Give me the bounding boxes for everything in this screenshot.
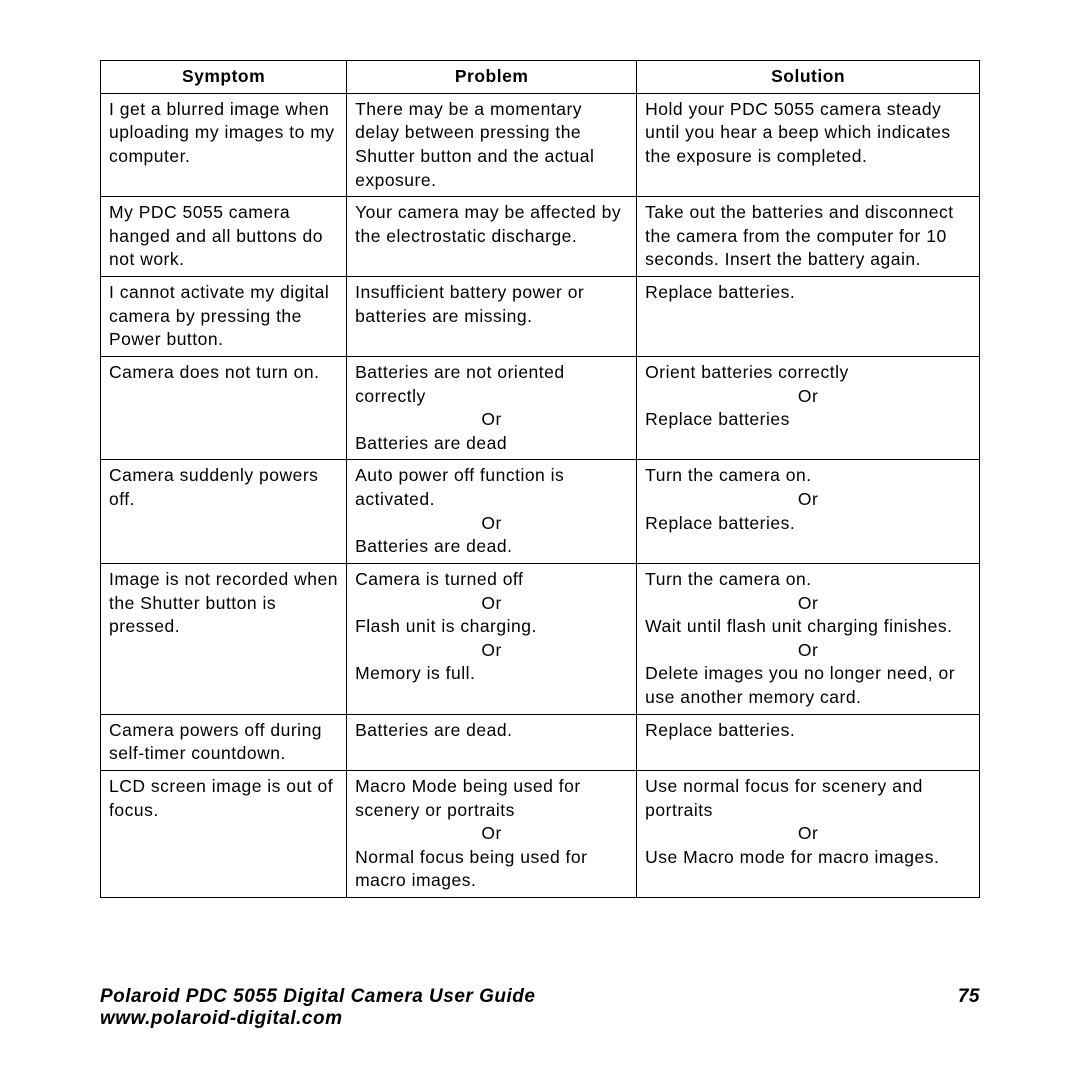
table-cell: Camera does not turn on. (101, 356, 347, 460)
table-row: My PDC 5055 camera hanged and all button… (101, 197, 980, 277)
table-body: I get a blurred image when uploading my … (101, 93, 980, 897)
or-label: Or (355, 822, 628, 846)
cell-text: Batteries are dead. (355, 536, 512, 556)
cell-text: Delete images you no longer need, or use… (645, 663, 955, 707)
table-cell: Insufficient battery power or batteries … (347, 277, 637, 357)
table-cell: Replace batteries. (637, 714, 980, 770)
cell-text: Replace batteries. (645, 513, 795, 533)
table-cell: Auto power off function is activated. OrB… (347, 460, 637, 564)
footer-url: www.polaroid-digital.com (100, 1008, 342, 1029)
cell-text: Wait until flash unit charging finishes. (645, 616, 952, 636)
cell-text: Flash unit is charging. (355, 616, 537, 636)
cell-text: Turn the camera on. (645, 465, 811, 485)
header-solution: Solution (637, 61, 980, 94)
cell-text: Camera is turned off (355, 569, 523, 589)
cell-text: Batteries are dead (355, 433, 507, 453)
cell-text: Use Macro mode for macro images. (645, 847, 939, 867)
header-symptom: Symptom (101, 61, 347, 94)
table-row: I get a blurred image when uploading my … (101, 93, 980, 197)
table-cell: Hold your PDC 5055 camera steady until y… (637, 93, 980, 197)
table-cell: Camera powers off during self-timer coun… (101, 714, 347, 770)
troubleshooting-table: Symptom Problem Solution I get a blurred… (100, 60, 980, 898)
cell-text: Normal focus being used for macro images… (355, 847, 587, 891)
cell-text: Macro Mode being used for scenery or por… (355, 776, 581, 820)
cell-text: Auto power off function is activated. (355, 465, 564, 509)
page-footer: 75 Polaroid PDC 5055 Digital Camera User… (100, 986, 980, 1030)
cell-text: Batteries are not oriented correctly (355, 362, 565, 406)
or-label: Or (355, 408, 628, 432)
table-header-row: Symptom Problem Solution (101, 61, 980, 94)
cell-text: Replace batteries (645, 409, 790, 429)
or-label: Or (645, 822, 971, 846)
or-label: Or (355, 639, 628, 663)
table-cell: Take out the batteries and disconnect th… (637, 197, 980, 277)
table-cell: I get a blurred image when uploading my … (101, 93, 347, 197)
table-cell: My PDC 5055 camera hanged and all button… (101, 197, 347, 277)
or-label: Or (645, 488, 971, 512)
or-label: Or (645, 639, 971, 663)
page: Symptom Problem Solution I get a blurred… (0, 0, 1080, 1080)
table-cell: Batteries are not oriented correctlyOrBa… (347, 356, 637, 460)
table-cell: Camera is turned offOrFlash unit is char… (347, 563, 637, 714)
or-label: Or (645, 592, 971, 616)
cell-text: Memory is full. (355, 663, 475, 683)
table-cell: LCD screen image is out of focus. (101, 770, 347, 897)
table-cell: Camera suddenly powers off. (101, 460, 347, 564)
table-cell: Macro Mode being used for scenery or por… (347, 770, 637, 897)
table-cell: Image is not recorded when the Shutter b… (101, 563, 347, 714)
table-cell: Replace batteries. (637, 277, 980, 357)
cell-text: Turn the camera on. (645, 569, 811, 589)
cell-text: Orient batteries correctly (645, 362, 849, 382)
table-cell: Use normal focus for scenery and portrai… (637, 770, 980, 897)
table-row: Camera does not turn on.Batteries are no… (101, 356, 980, 460)
page-number: 75 (958, 986, 980, 1008)
table-cell: There may be a momentary delay between p… (347, 93, 637, 197)
table-row: Camera powers off during self-timer coun… (101, 714, 980, 770)
table-row: LCD screen image is out of focus.Macro M… (101, 770, 980, 897)
table-row: Camera suddenly powers off.Auto power of… (101, 460, 980, 564)
cell-text: Use normal focus for scenery and portrai… (645, 776, 923, 820)
or-label: Or (355, 512, 628, 536)
footer-title: Polaroid PDC 5055 Digital Camera User Gu… (100, 986, 535, 1007)
or-label: Or (645, 385, 971, 409)
table-row: I cannot activate my digital camera by p… (101, 277, 980, 357)
table-row: Image is not recorded when the Shutter b… (101, 563, 980, 714)
or-label: Or (355, 592, 628, 616)
header-problem: Problem (347, 61, 637, 94)
table-cell: Turn the camera on. OrReplace batteries. (637, 460, 980, 564)
table-cell: Batteries are dead. (347, 714, 637, 770)
table-cell: Orient batteries correctly OrReplace batt… (637, 356, 980, 460)
table-cell: Turn the camera on.OrWait until flash un… (637, 563, 980, 714)
table-cell: Your camera may be affected by the elect… (347, 197, 637, 277)
table-cell: I cannot activate my digital camera by p… (101, 277, 347, 357)
